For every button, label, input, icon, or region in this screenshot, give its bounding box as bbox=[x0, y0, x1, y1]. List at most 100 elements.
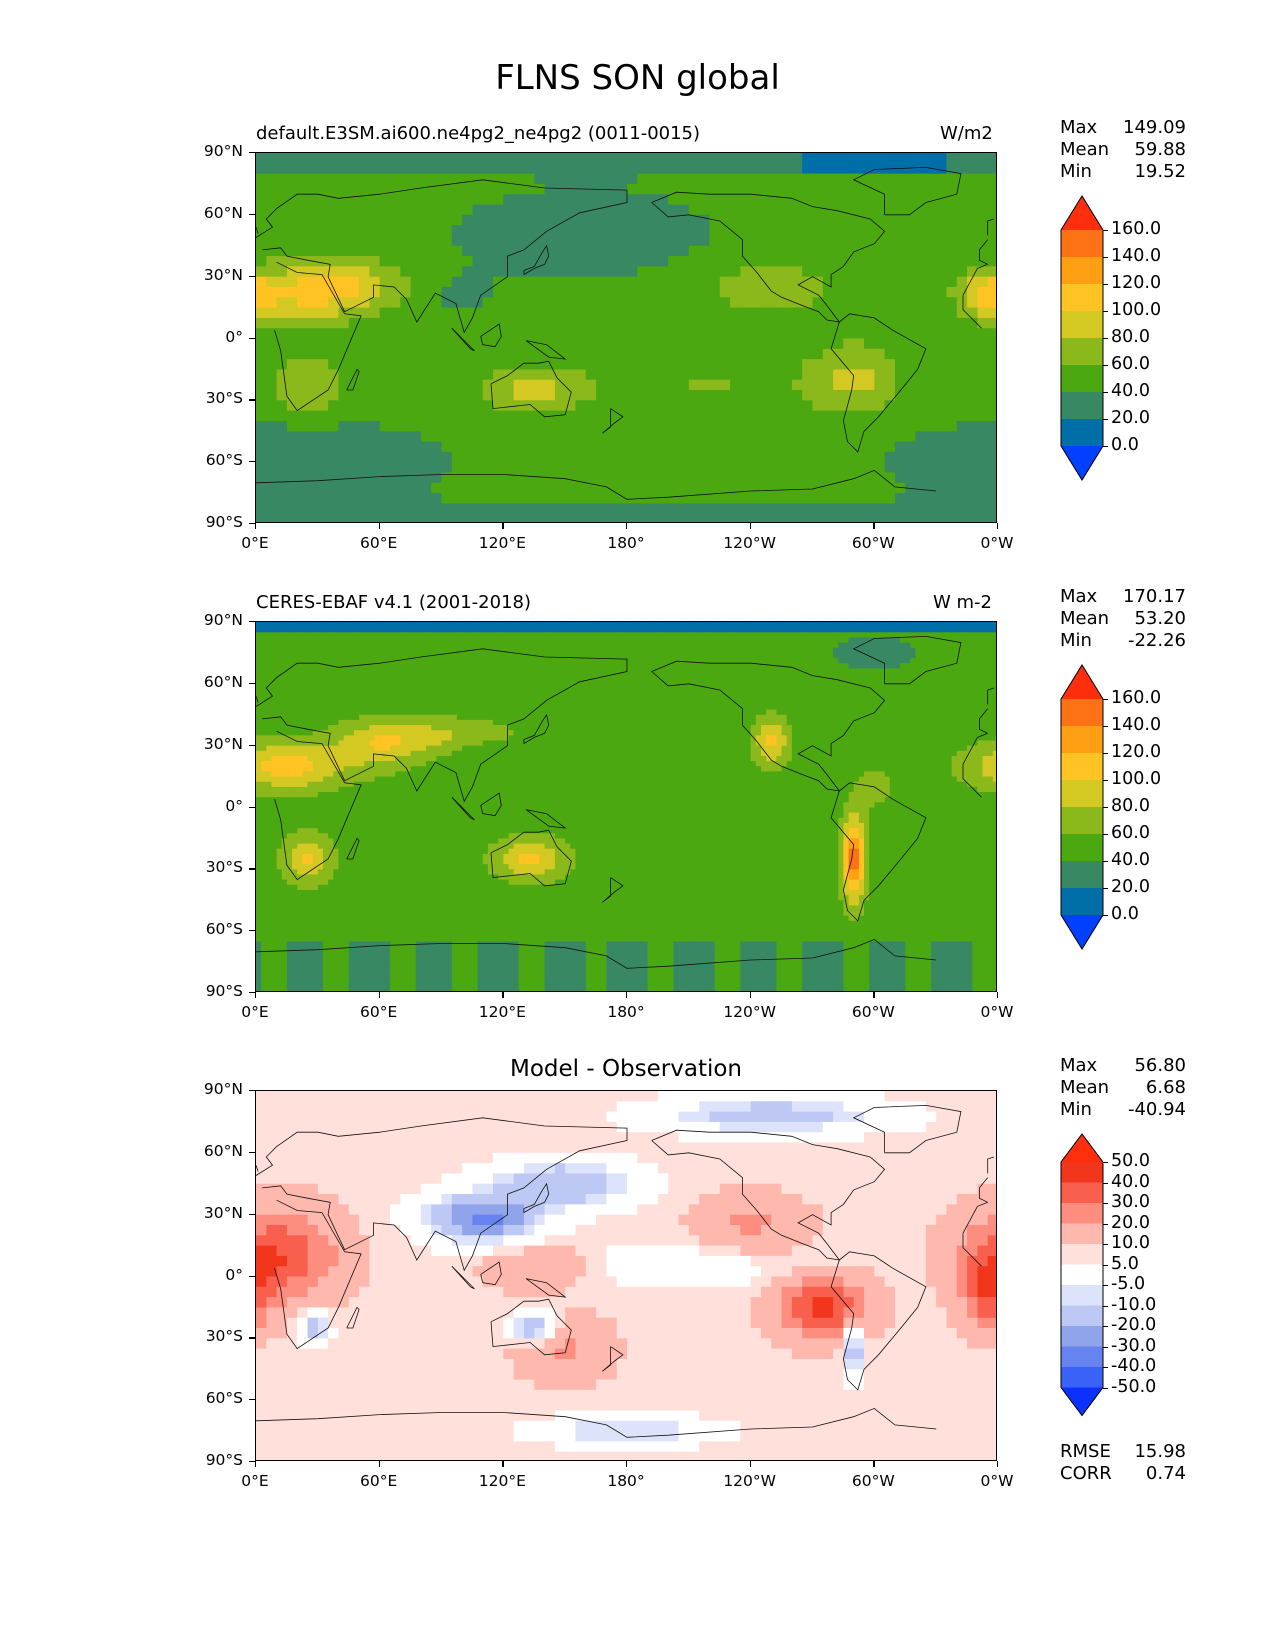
map-cell bbox=[513, 328, 525, 340]
map-cell bbox=[462, 153, 474, 164]
map-cell bbox=[843, 390, 855, 401]
map-cell bbox=[477, 663, 484, 669]
map-cell bbox=[987, 307, 996, 319]
map-cell bbox=[359, 688, 365, 695]
map-cell bbox=[869, 699, 875, 706]
map-cell bbox=[936, 163, 948, 175]
map-cell bbox=[431, 647, 437, 654]
map-cell bbox=[297, 431, 309, 443]
map-cell bbox=[307, 194, 319, 206]
map-cell bbox=[678, 173, 690, 185]
map-cell bbox=[369, 153, 381, 164]
map-cell bbox=[338, 369, 350, 381]
map-cell bbox=[652, 637, 659, 644]
map-cell bbox=[431, 348, 443, 360]
map-cell bbox=[374, 658, 381, 664]
map-cell bbox=[426, 647, 432, 654]
map-cell bbox=[513, 652, 520, 659]
map-cell bbox=[668, 472, 680, 484]
map-cell bbox=[967, 462, 978, 474]
map-cell bbox=[889, 694, 896, 700]
map-cell bbox=[503, 214, 515, 226]
map-cell bbox=[389, 276, 401, 288]
map-cell bbox=[570, 622, 577, 628]
map-cell bbox=[910, 637, 917, 644]
map-cell bbox=[853, 451, 865, 463]
map-cell bbox=[874, 328, 886, 340]
map-cell bbox=[864, 441, 875, 453]
map-cell bbox=[627, 369, 638, 381]
map-cell bbox=[322, 658, 329, 664]
map-cell bbox=[441, 627, 448, 633]
map-cell bbox=[956, 317, 968, 329]
map-cell bbox=[627, 462, 638, 474]
map-cell bbox=[317, 658, 324, 664]
map-cell bbox=[359, 400, 370, 412]
map-cell bbox=[956, 153, 968, 164]
map-cell bbox=[972, 688, 978, 695]
map-cell bbox=[585, 688, 592, 695]
map-cell bbox=[771, 153, 783, 164]
map-cell bbox=[420, 235, 432, 247]
map-cell bbox=[688, 652, 695, 659]
map-cell bbox=[359, 235, 370, 247]
map-cell bbox=[977, 462, 989, 474]
coastline-8-2 bbox=[987, 218, 995, 236]
map-cell bbox=[596, 359, 607, 371]
colorbar-tick-label: 0.0 bbox=[1111, 435, 1139, 455]
map-cell bbox=[740, 173, 752, 185]
map-cell bbox=[853, 276, 865, 288]
map-cell bbox=[956, 183, 968, 195]
map-cell bbox=[446, 622, 453, 628]
map-cell bbox=[730, 503, 741, 515]
map-cell bbox=[616, 317, 628, 329]
map-cell bbox=[627, 194, 638, 206]
map-cell bbox=[647, 688, 654, 695]
map-cell bbox=[853, 256, 865, 267]
map-cell bbox=[575, 348, 587, 360]
map-cell bbox=[590, 663, 597, 669]
map-cell bbox=[544, 647, 551, 654]
map-cell bbox=[621, 699, 628, 706]
map-cell bbox=[688, 637, 695, 644]
map-cell bbox=[606, 642, 613, 649]
map-cell bbox=[472, 699, 479, 706]
map-cell bbox=[338, 694, 345, 700]
map-cell bbox=[740, 276, 752, 288]
map-cell bbox=[678, 235, 690, 247]
map-cell bbox=[420, 276, 432, 288]
map-cell bbox=[719, 194, 731, 206]
map-cell bbox=[740, 359, 752, 371]
map-cell bbox=[256, 276, 267, 288]
map-cell bbox=[833, 688, 839, 695]
map-cell bbox=[328, 317, 340, 329]
map-cell bbox=[596, 286, 607, 298]
coastline-1-0 bbox=[979, 249, 988, 265]
map-cell bbox=[400, 652, 407, 659]
map-cell bbox=[359, 462, 370, 474]
map-cell bbox=[503, 276, 515, 288]
map-cell bbox=[297, 668, 303, 675]
map-cell bbox=[657, 173, 669, 185]
map-cell bbox=[307, 400, 319, 412]
map-cell bbox=[256, 462, 267, 474]
map-cell bbox=[297, 225, 309, 237]
map-cell bbox=[740, 235, 752, 247]
map-cell bbox=[307, 472, 319, 484]
map-cell bbox=[297, 153, 309, 164]
map-cell bbox=[549, 663, 556, 669]
map-cell bbox=[441, 163, 453, 175]
map-cell bbox=[621, 652, 628, 659]
map-cell bbox=[472, 276, 484, 288]
map-cell bbox=[266, 173, 278, 185]
map-cell bbox=[987, 173, 996, 185]
map-cell bbox=[858, 663, 865, 669]
map-cell bbox=[467, 683, 474, 690]
map-cell bbox=[451, 297, 463, 309]
map-cell bbox=[493, 652, 499, 659]
map-cell bbox=[637, 359, 649, 371]
map-cell bbox=[822, 183, 834, 195]
map-cell bbox=[379, 317, 391, 329]
map-cell bbox=[915, 410, 927, 422]
map-cell bbox=[987, 328, 996, 340]
